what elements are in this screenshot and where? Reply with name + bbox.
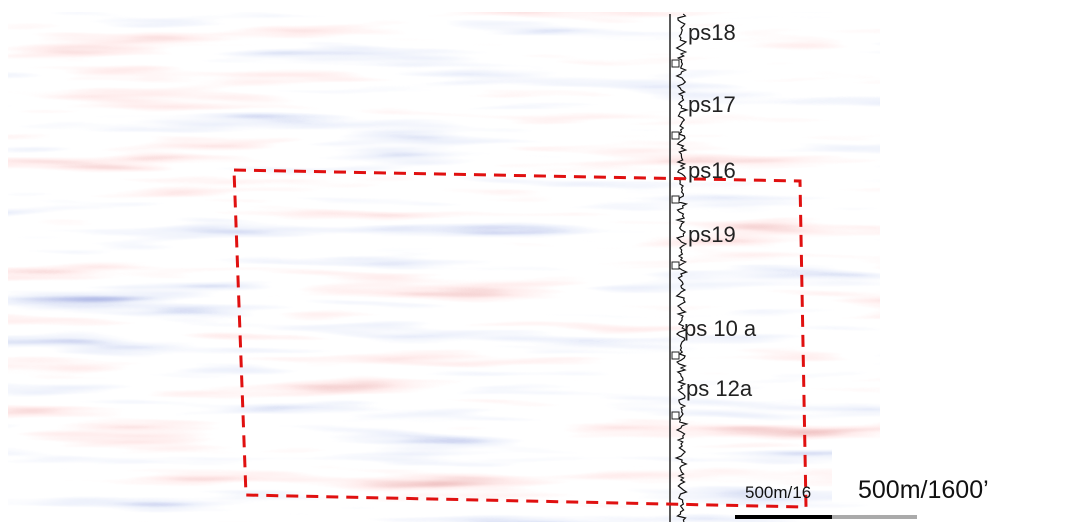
well-top-label: ps 10 a <box>684 316 757 341</box>
well-log-part <box>671 59 680 68</box>
well-log <box>669 13 689 522</box>
scale-label: 500m/1600’ <box>858 476 989 504</box>
well-top-label: ps16 <box>688 158 736 183</box>
well-top-label: ps18 <box>688 20 736 45</box>
highlight-box <box>232 168 808 509</box>
well-top-label: ps17 <box>688 92 736 117</box>
well-log-part <box>671 131 680 140</box>
well-log-part <box>671 411 680 420</box>
well-top-label: ps 12a <box>686 376 753 401</box>
well-top-label: ps19 <box>688 222 736 247</box>
label-mask <box>832 440 880 502</box>
seismic-section <box>8 12 880 522</box>
well-log-part <box>671 351 680 360</box>
well-log-part <box>671 195 680 204</box>
scale-label-small: 500m/16 <box>745 483 811 502</box>
well-log-part <box>671 261 680 270</box>
